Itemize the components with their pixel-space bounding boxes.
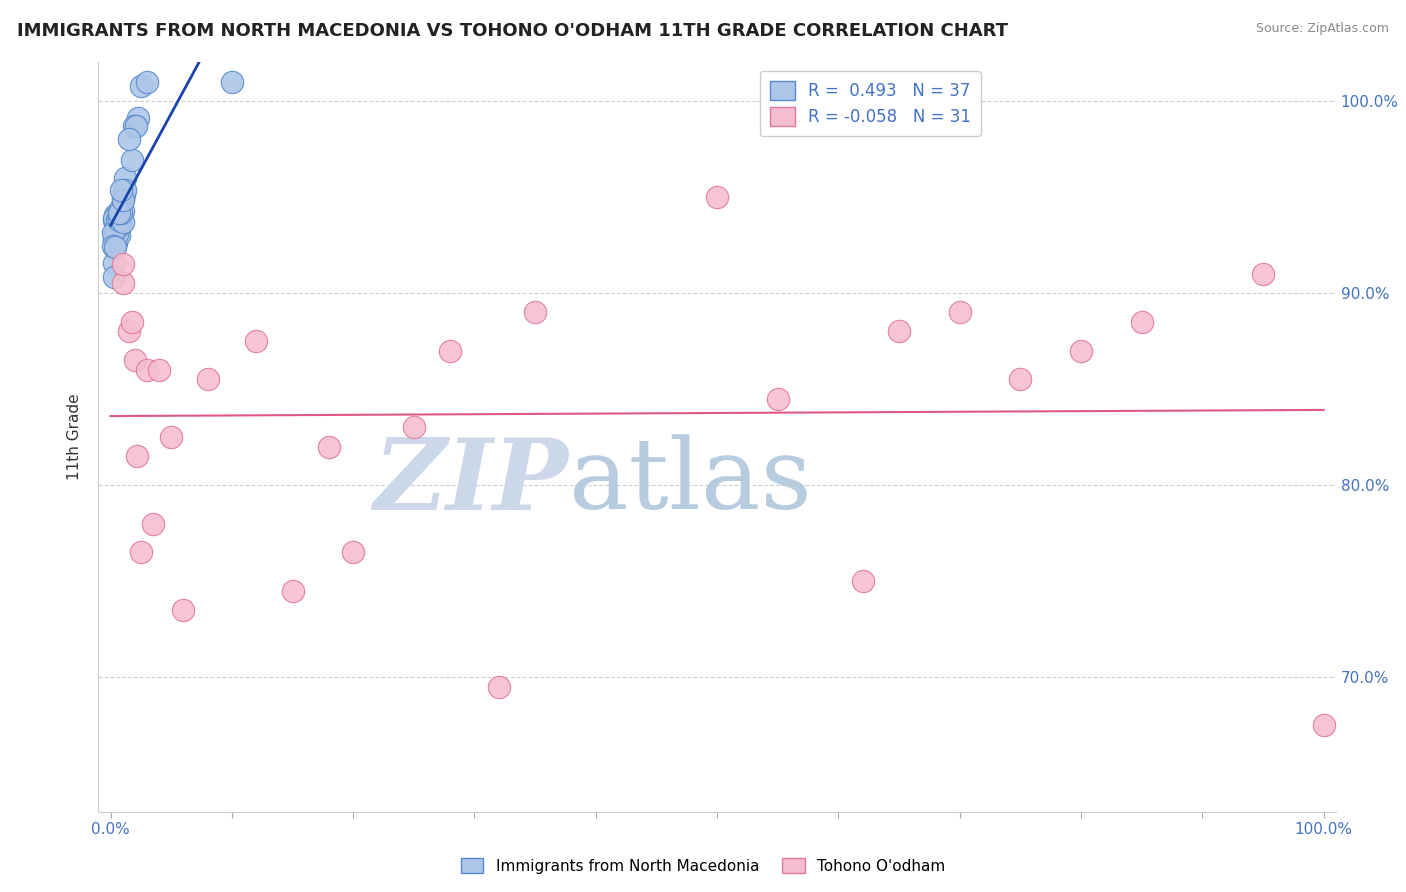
- Point: [108, 202, 131, 216]
- Point: [121, 315, 143, 329]
- Point: [104, 235, 127, 250]
- Point: [887, 325, 910, 339]
- Point: [104, 208, 127, 222]
- Point: [342, 545, 364, 559]
- Point: [111, 192, 134, 206]
- Text: Source: ZipAtlas.com: Source: ZipAtlas.com: [1256, 22, 1389, 36]
- Point: [104, 226, 127, 240]
- Point: [105, 235, 128, 250]
- Point: [129, 79, 152, 94]
- Text: atlas: atlas: [568, 434, 811, 530]
- Text: ZIP: ZIP: [374, 434, 568, 530]
- Point: [221, 75, 243, 89]
- Point: [101, 239, 124, 253]
- Point: [1070, 343, 1092, 358]
- Legend: Immigrants from North Macedonia, Tohono O'odham: Immigrants from North Macedonia, Tohono …: [454, 852, 952, 880]
- Point: [105, 212, 128, 227]
- Point: [108, 206, 131, 220]
- Point: [118, 325, 141, 339]
- Point: [111, 277, 134, 291]
- Point: [108, 219, 131, 233]
- Point: [114, 170, 136, 185]
- Point: [706, 190, 728, 204]
- Point: [103, 255, 125, 269]
- Point: [111, 257, 134, 271]
- Point: [852, 574, 875, 589]
- Point: [281, 583, 304, 598]
- Legend: R =  0.493   N = 37, R = -0.058   N = 31: R = 0.493 N = 37, R = -0.058 N = 31: [759, 70, 981, 136]
- Point: [112, 187, 135, 202]
- Point: [197, 372, 219, 386]
- Point: [103, 269, 125, 284]
- Text: IMMIGRANTS FROM NORTH MACEDONIA VS TOHONO O'ODHAM 11TH GRADE CORRELATION CHART: IMMIGRANTS FROM NORTH MACEDONIA VS TOHON…: [17, 22, 1008, 40]
- Point: [111, 215, 134, 229]
- Point: [245, 334, 267, 348]
- Point: [124, 353, 146, 368]
- Point: [127, 112, 149, 126]
- Point: [107, 228, 129, 243]
- Point: [111, 203, 134, 218]
- Point: [127, 450, 149, 464]
- Point: [103, 226, 125, 240]
- Point: [105, 227, 128, 241]
- Point: [766, 392, 789, 406]
- Point: [103, 211, 125, 226]
- Point: [121, 153, 143, 167]
- Point: [488, 680, 510, 694]
- Point: [318, 440, 340, 454]
- Point: [1130, 315, 1153, 329]
- Point: [124, 119, 146, 133]
- Point: [129, 545, 152, 559]
- Point: [114, 183, 136, 197]
- Point: [1312, 718, 1334, 732]
- Point: [136, 75, 159, 89]
- Point: [402, 420, 425, 434]
- Point: [110, 205, 132, 219]
- Point: [104, 240, 127, 254]
- Point: [160, 430, 183, 444]
- Point: [136, 363, 159, 377]
- Y-axis label: 11th Grade: 11th Grade: [67, 393, 83, 481]
- Point: [103, 234, 125, 248]
- Point: [103, 213, 125, 227]
- Point: [172, 603, 194, 617]
- Point: [124, 119, 146, 133]
- Point: [524, 305, 547, 319]
- Point: [108, 211, 131, 225]
- Point: [118, 132, 141, 146]
- Point: [1010, 372, 1032, 386]
- Point: [110, 183, 132, 197]
- Point: [439, 343, 461, 358]
- Point: [112, 193, 135, 207]
- Point: [949, 305, 972, 319]
- Point: [148, 363, 170, 377]
- Point: [108, 212, 131, 227]
- Point: [104, 211, 127, 226]
- Point: [142, 516, 165, 531]
- Point: [1251, 267, 1274, 281]
